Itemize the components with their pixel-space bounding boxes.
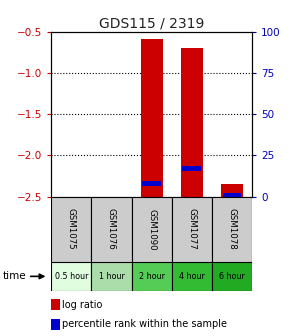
Bar (51, 299, 60, 310)
Text: 4 hour: 4 hour (179, 272, 205, 281)
Text: percentile rank within the sample: percentile rank within the sample (62, 319, 227, 329)
Bar (172, 197, 212, 262)
Bar (91, 197, 132, 262)
Bar (181, 48, 203, 197)
Text: log ratio: log ratio (62, 300, 102, 310)
Bar (51, 319, 60, 330)
Text: 0.5 hour: 0.5 hour (54, 272, 88, 281)
Bar (51, 262, 91, 291)
Text: 6 hour: 6 hour (219, 272, 245, 281)
Text: 2 hour: 2 hour (139, 272, 165, 281)
Text: GSM1078: GSM1078 (227, 208, 236, 250)
Text: GSM1075: GSM1075 (67, 208, 76, 250)
Bar (212, 262, 252, 291)
Title: GDS115 / 2319: GDS115 / 2319 (99, 17, 204, 31)
Text: GSM1090: GSM1090 (147, 209, 156, 250)
Bar (132, 197, 172, 262)
Text: GSM1077: GSM1077 (187, 208, 196, 250)
Bar (172, 262, 212, 291)
Bar (141, 39, 163, 197)
Bar (91, 262, 132, 291)
Bar (222, 193, 241, 197)
Bar (212, 197, 252, 262)
Bar (221, 184, 243, 197)
Text: time: time (3, 271, 27, 281)
Bar (142, 181, 161, 185)
Bar (132, 262, 172, 291)
Bar (51, 197, 91, 262)
Text: 1 hour: 1 hour (98, 272, 125, 281)
Bar (182, 166, 201, 171)
Text: GSM1076: GSM1076 (107, 208, 116, 250)
